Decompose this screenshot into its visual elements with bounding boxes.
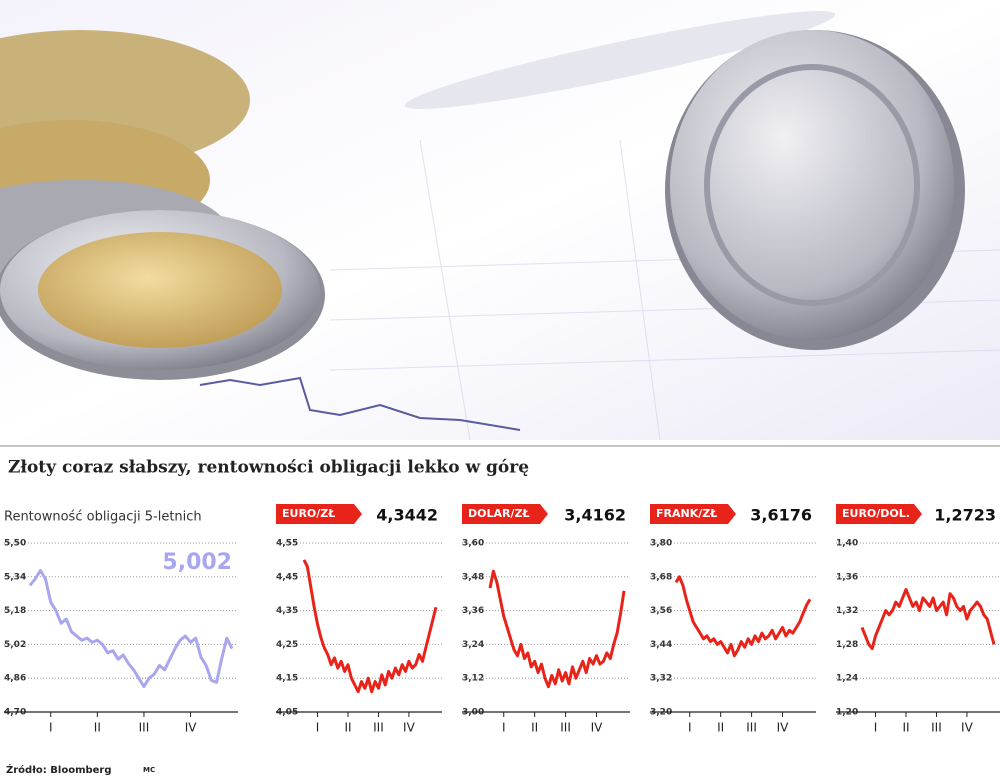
data-line [674, 575, 812, 658]
x-tick-label: III [746, 721, 757, 735]
y-tick-label: 1,36 [836, 572, 858, 582]
y-tick-label: 3,48 [462, 572, 484, 582]
y-tick-label: 5,50 [4, 539, 26, 549]
headline-value: 3,4162 [564, 506, 626, 525]
x-tick-label: IV [777, 721, 790, 735]
chart-title: EURO/ZŁ [282, 507, 335, 520]
y-tick-label: 3,44 [650, 640, 672, 650]
data-line [488, 569, 626, 689]
x-tick-label: I [316, 721, 320, 735]
data-line [302, 559, 438, 694]
headline-value: 3,6176 [750, 506, 812, 525]
y-tick-label: 3,56 [650, 606, 672, 616]
x-tick-label: IV [185, 721, 198, 735]
y-tick-label: 3,68 [650, 572, 672, 582]
page-title: Złoty coraz słabszy, rentowności obligac… [8, 458, 529, 478]
y-tick-label: 4,35 [276, 606, 298, 616]
source: Źródło: Bloomberg [6, 763, 112, 776]
data-line [860, 588, 996, 651]
headline-value: 5,002 [162, 550, 232, 575]
x-tick-label: II [902, 721, 909, 735]
x-tick-label: II [717, 721, 724, 735]
credit: MC [143, 766, 155, 774]
chart-title: Rentowność obligacji 5-letnich [4, 510, 202, 525]
title-tag [650, 504, 736, 524]
x-tick-label: I [874, 721, 878, 735]
x-tick-label: II [344, 721, 351, 735]
y-tick-label: 4,45 [276, 572, 298, 582]
y-tick-label: 3,36 [462, 606, 484, 616]
x-tick-label: I [49, 721, 53, 735]
chart-title: FRANK/ZŁ [656, 507, 717, 520]
y-tick-label: 1,32 [836, 606, 858, 616]
headline-value: 4,3442 [376, 506, 438, 525]
title-tag [276, 504, 362, 524]
y-tick-label: 5,18 [4, 606, 26, 616]
y-tick-label: 3,60 [462, 539, 484, 549]
headline-value: 1,2723 [934, 506, 996, 525]
x-tick-label: III [139, 721, 150, 735]
y-tick-label: 1,40 [836, 539, 858, 549]
title-tag [836, 504, 922, 524]
y-tick-label: 3,24 [462, 640, 484, 650]
x-tick-label: IV [403, 721, 416, 735]
x-tick-label: I [688, 721, 692, 735]
chart-title: EURO/DOL. [842, 507, 910, 520]
y-tick-label: 4,25 [276, 640, 298, 650]
y-tick-label: 1,28 [836, 640, 858, 650]
x-tick-label: IV [591, 721, 604, 735]
data-line [28, 569, 234, 689]
x-tick-label: II [531, 721, 538, 735]
chart-title: DOLAR/ZŁ [468, 507, 530, 520]
y-tick-label: 3,12 [462, 674, 484, 684]
photo [0, 0, 1000, 441]
x-tick-label: III [560, 721, 571, 735]
x-tick-label: I [502, 721, 506, 735]
x-tick-label: III [931, 721, 942, 735]
y-tick-label: 5,02 [4, 640, 26, 650]
x-tick-label: IV [961, 721, 974, 735]
y-tick-label: 5,34 [4, 572, 26, 582]
y-tick-label: 4,15 [276, 674, 298, 684]
y-tick-label: 1,24 [836, 674, 858, 684]
title-tag [462, 504, 548, 524]
x-tick-label: III [373, 721, 384, 735]
y-tick-label: 3,32 [650, 674, 672, 684]
y-tick-label: 4,55 [276, 539, 298, 549]
x-tick-label: II [94, 721, 101, 735]
y-tick-label: 4,86 [4, 674, 26, 684]
y-tick-label: 3,80 [650, 539, 672, 549]
